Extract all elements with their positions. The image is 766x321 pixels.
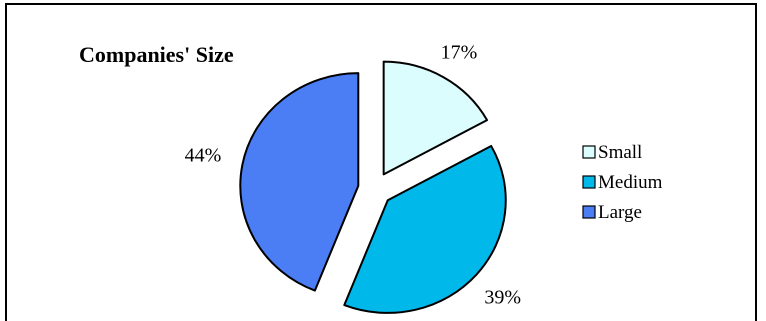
pie-slices bbox=[239, 60, 507, 314]
data-label-large: 44% bbox=[185, 144, 222, 166]
data-label-small: 17% bbox=[441, 42, 478, 64]
legend-swatch-medium bbox=[582, 175, 596, 189]
legend-label-medium: Medium bbox=[598, 172, 663, 193]
legend-swatch-small bbox=[582, 145, 596, 159]
legend-label-small: Small bbox=[598, 142, 642, 163]
data-label-medium: 39% bbox=[484, 287, 521, 309]
legend-swatch-large bbox=[582, 205, 596, 219]
legend-label-large: Large bbox=[598, 202, 642, 223]
pie-slice-large bbox=[239, 72, 360, 292]
legend: Small Medium Large bbox=[582, 142, 663, 223]
pie-slice-small bbox=[382, 60, 489, 176]
pie-labels: 17% 39% 44% bbox=[185, 42, 522, 309]
chart-title: Companies' Size bbox=[79, 42, 234, 67]
pie-slice-medium bbox=[343, 144, 507, 314]
